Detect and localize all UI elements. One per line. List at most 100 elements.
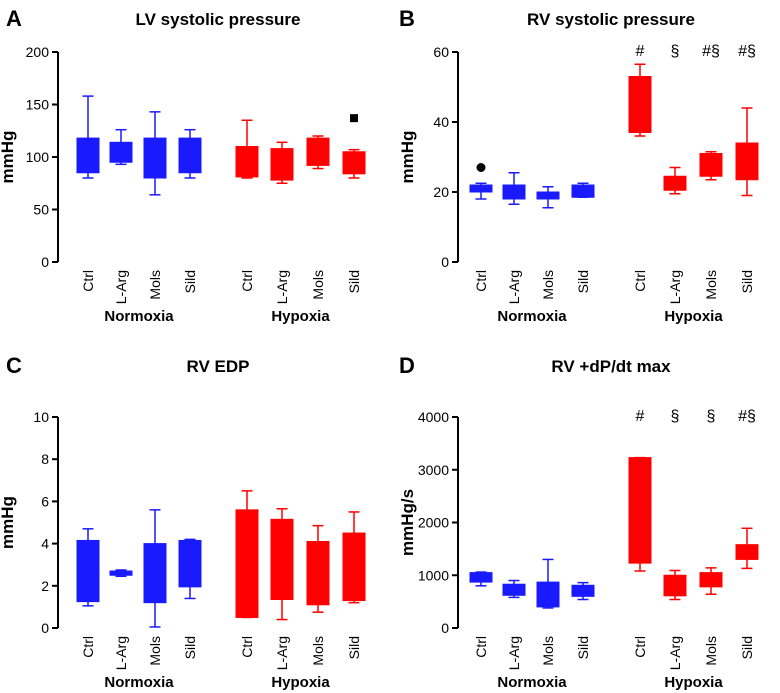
box-iqr bbox=[536, 581, 560, 608]
x-tick-label: L-Arg bbox=[667, 636, 683, 670]
box-iqr bbox=[143, 543, 167, 604]
y-tick-label: 4000 bbox=[418, 409, 449, 425]
box-iqr bbox=[143, 137, 167, 179]
chart-title: RV systolic pressure bbox=[527, 10, 695, 29]
box-normoxia-ctrl bbox=[76, 528, 100, 607]
box-hypoxia-l-arg bbox=[663, 166, 687, 195]
outlier-circle bbox=[476, 163, 486, 172]
significance-mark: § bbox=[671, 408, 680, 425]
group-label-normoxia: Normoxia bbox=[104, 308, 174, 325]
box-normoxia-l-arg bbox=[109, 569, 133, 578]
group-label-normoxia: Normoxia bbox=[497, 308, 567, 325]
x-tick-label: L-Arg bbox=[274, 636, 290, 670]
x-tick-label: Ctrl bbox=[473, 636, 489, 658]
box-iqr bbox=[270, 518, 294, 601]
x-tick-label: Sild bbox=[739, 636, 755, 659]
box-iqr bbox=[76, 137, 100, 174]
panel-d: D RV +dP/dt max 0 1000 2000 3000 4000 mmHg/s Ctr… bbox=[398, 353, 759, 691]
box-hypoxia-mols bbox=[306, 524, 330, 613]
box-iqr bbox=[735, 142, 759, 181]
box-normoxia-sild bbox=[178, 538, 202, 600]
y-axis-label: mmHg bbox=[0, 131, 17, 184]
y-tick-label: 200 bbox=[26, 44, 50, 60]
box-iqr bbox=[235, 509, 259, 618]
box-iqr bbox=[76, 539, 100, 603]
box-hypoxia-l-arg bbox=[663, 569, 687, 601]
y-tick-label: 10 bbox=[33, 409, 49, 425]
y-tick-label: 0 bbox=[441, 254, 449, 270]
x-tick-label: Sild bbox=[182, 270, 198, 293]
y-tick-label: 0 bbox=[441, 620, 449, 636]
outlier-square bbox=[350, 114, 358, 123]
box-normoxia-ctrl bbox=[76, 95, 100, 179]
box-iqr bbox=[628, 457, 652, 564]
box-normoxia-mols bbox=[536, 558, 560, 609]
x-tick-label: Ctrl bbox=[80, 270, 96, 292]
box-iqr bbox=[342, 151, 366, 175]
y-tick-label: 2000 bbox=[418, 515, 449, 531]
x-tick-label: Mols bbox=[703, 270, 719, 300]
box-iqr bbox=[342, 532, 366, 602]
x-tick-label: Mols bbox=[147, 270, 163, 300]
y-tick-label: 150 bbox=[26, 97, 50, 113]
panel-letter: C bbox=[6, 353, 22, 378]
x-tick-label: Sild bbox=[739, 270, 755, 293]
y-tick-label: 100 bbox=[26, 149, 50, 165]
box-iqr bbox=[469, 572, 493, 583]
x-tick-label: Sild bbox=[575, 270, 591, 293]
x-tick-label: Ctrl bbox=[80, 636, 96, 658]
y-tick-label: 20 bbox=[433, 184, 449, 200]
group-label-normoxia: Normoxia bbox=[104, 674, 174, 691]
box-hypoxia-ctrl bbox=[235, 490, 259, 619]
box-normoxia-mols bbox=[143, 111, 167, 196]
box-hypoxia-sild bbox=[735, 107, 759, 197]
panel-b: B RV systolic pressure 0 20 40 60 mmHg Ctrl L-Ar… bbox=[398, 6, 759, 325]
y-axis-label: mmHg/s bbox=[398, 489, 417, 556]
significance-mark: # bbox=[636, 43, 645, 60]
box-hypoxia-sild bbox=[342, 511, 366, 604]
significance-mark: # bbox=[636, 408, 645, 425]
box-normoxia-ctrl bbox=[469, 571, 493, 587]
box-hypoxia-mols bbox=[699, 151, 723, 181]
box-iqr bbox=[663, 175, 687, 191]
box-hypoxia-ctrl bbox=[628, 63, 652, 137]
x-tick-label: Sild bbox=[575, 636, 591, 659]
box-normoxia-l-arg bbox=[502, 172, 526, 205]
group-label-hypoxia: Hypoxia bbox=[664, 308, 723, 325]
box-iqr bbox=[109, 141, 133, 163]
x-tick-label: L-Arg bbox=[506, 270, 522, 304]
panel-letter: B bbox=[399, 6, 415, 31]
box-hypoxia-mols bbox=[699, 567, 723, 595]
box-normoxia-mols bbox=[536, 186, 560, 209]
group-label-normoxia: Normoxia bbox=[497, 674, 567, 691]
x-tick-label: Ctrl bbox=[239, 636, 255, 658]
significance-mark: #§ bbox=[738, 43, 756, 60]
x-tick-label: L-Arg bbox=[506, 636, 522, 670]
box-normoxia-mols bbox=[143, 509, 167, 628]
group-label-hypoxia: Hypoxia bbox=[664, 674, 723, 691]
box-iqr bbox=[306, 137, 330, 166]
significance-mark: #§ bbox=[738, 408, 756, 425]
y-tick-label: 50 bbox=[33, 202, 49, 218]
x-tick-label: Mols bbox=[703, 636, 719, 666]
x-tick-label: Sild bbox=[346, 636, 362, 659]
y-tick-label: 60 bbox=[433, 44, 449, 60]
significance-mark: § bbox=[707, 408, 716, 425]
x-tick-label: L-Arg bbox=[113, 270, 129, 304]
y-tick-label: 40 bbox=[433, 114, 449, 130]
panel-letter: D bbox=[399, 353, 415, 378]
x-tick-label: Ctrl bbox=[632, 636, 648, 658]
group-label-hypoxia: Hypoxia bbox=[271, 674, 330, 691]
x-tick-label: Sild bbox=[182, 636, 198, 659]
box-iqr bbox=[502, 184, 526, 200]
x-tick-label: Mols bbox=[147, 636, 163, 666]
panel-letter: A bbox=[6, 6, 22, 31]
significance-mark: § bbox=[671, 43, 680, 60]
chart-title: RV EDP bbox=[187, 357, 250, 376]
box-hypoxia-l-arg bbox=[270, 141, 294, 184]
chart-title: RV +dP/dt max bbox=[551, 357, 671, 376]
box-iqr bbox=[178, 539, 202, 588]
box-hypoxia-ctrl bbox=[235, 119, 259, 179]
x-tick-label: Ctrl bbox=[239, 270, 255, 292]
box-normoxia-sild bbox=[178, 128, 202, 179]
